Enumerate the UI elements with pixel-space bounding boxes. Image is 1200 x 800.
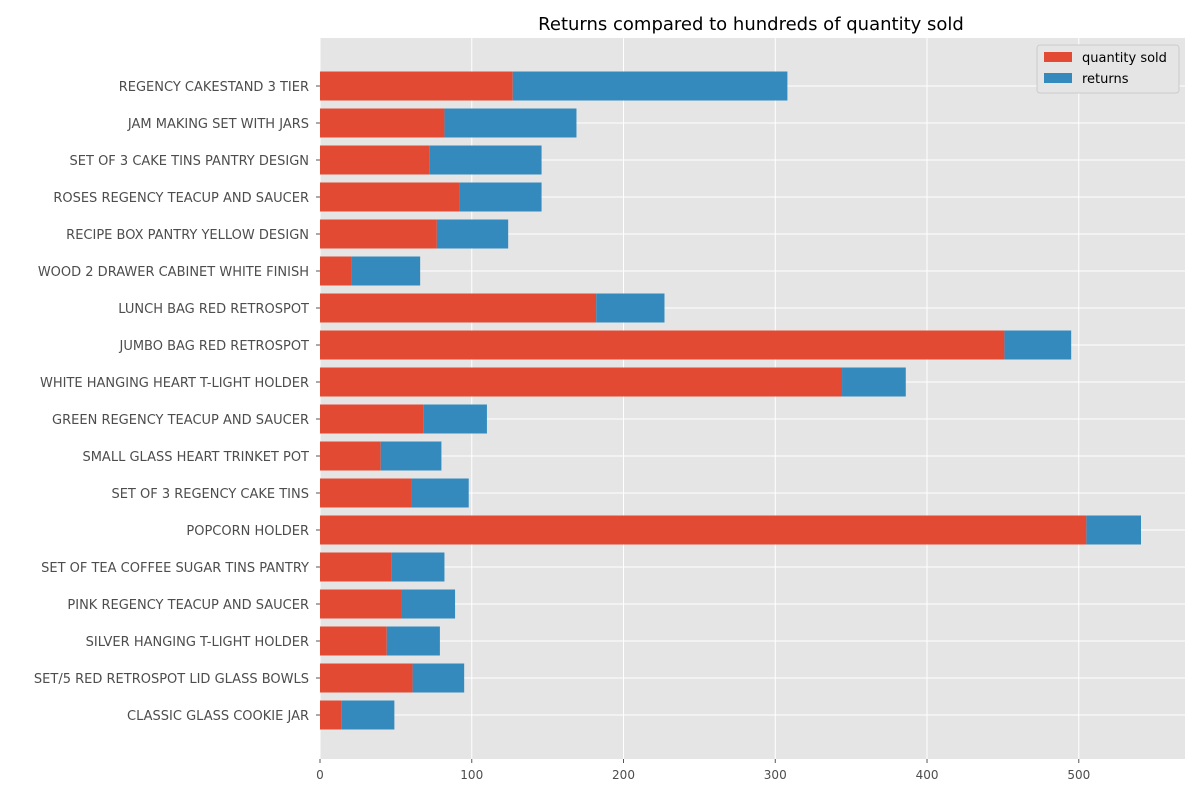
bar-returns [1004, 330, 1072, 360]
x-tick-label: 0 [316, 768, 324, 782]
y-tick-label: GREEN REGENCY TEACUP AND SAUCER [52, 413, 309, 428]
bar-quantity-sold [320, 330, 1005, 360]
bar-returns [596, 293, 665, 323]
bar-returns [401, 589, 456, 619]
y-tick-label: SET/5 RED RETROSPOT LID GLASS BOWLS [34, 672, 309, 687]
x-tick-label: 400 [916, 768, 939, 782]
bar-returns [429, 145, 542, 175]
bar-returns [1086, 515, 1141, 545]
bar-quantity-sold [320, 145, 430, 175]
y-tick-label: SMALL GLASS HEART TRINKET POT [82, 450, 309, 465]
bar-quantity-sold [320, 219, 437, 249]
bar-quantity-sold [320, 71, 513, 101]
bar-returns [380, 441, 442, 471]
bar-quantity-sold [320, 552, 392, 582]
bar-returns [412, 663, 465, 693]
bar-returns [386, 626, 440, 656]
bar-returns [444, 108, 577, 138]
bar-returns [436, 219, 509, 249]
bar-quantity-sold [320, 589, 402, 619]
x-tick-label: 500 [1067, 768, 1090, 782]
y-tick-label: POPCORN HOLDER [186, 524, 309, 539]
y-tick-label: JAM MAKING SET WITH JARS [127, 117, 309, 132]
bars [320, 71, 1141, 730]
y-tick-label: SILVER HANGING T-LIGHT HOLDER [86, 635, 309, 650]
x-tick-label: 200 [612, 768, 635, 782]
bar-quantity-sold [320, 256, 352, 286]
bar-returns [842, 367, 906, 397]
bar-quantity-sold [320, 478, 412, 508]
bar-quantity-sold [320, 700, 342, 730]
bar-quantity-sold [320, 404, 424, 434]
bar-quantity-sold [320, 293, 597, 323]
bar-returns [512, 71, 788, 101]
y-tick-label: RECIPE BOX PANTRY YELLOW DESIGN [66, 228, 309, 243]
legend-label: quantity sold [1082, 51, 1167, 66]
bar-returns [341, 700, 395, 730]
bar-quantity-sold [320, 515, 1087, 545]
x-tick-label: 100 [460, 768, 483, 782]
bar-quantity-sold [320, 626, 387, 656]
y-tick-label: LUNCH BAG RED RETROSPOT [118, 302, 309, 317]
bar-quantity-sold [320, 663, 413, 693]
y-tick-label: WHITE HANGING HEART T-LIGHT HOLDER [40, 376, 309, 391]
x-axis-tick-labels: 0 100 200 300 400 500 [316, 759, 1090, 782]
legend: quantity sold returns [1036, 44, 1180, 94]
y-tick-label: SET OF 3 REGENCY CAKE TINS [111, 487, 309, 502]
y-tick-label: JUMBO BAG RED RETROSPOT [118, 339, 309, 354]
y-tick-label: SET OF TEA COFFEE SUGAR TINS PANTRY [41, 561, 309, 576]
bar-returns [391, 552, 445, 582]
bar-returns [351, 256, 421, 286]
legend-box [1036, 44, 1180, 94]
chart-title: Returns compared to hundreds of quantity… [538, 14, 964, 35]
y-tick-label: CLASSIC GLASS COOKIE JAR [127, 709, 309, 724]
bar-quantity-sold [320, 182, 460, 212]
y-tick-label: PINK REGENCY TEACUP AND SAUCER [67, 598, 309, 613]
bar-returns [459, 182, 542, 212]
y-tick-label: REGENCY CAKESTAND 3 TIER [119, 80, 309, 95]
x-tick-label: 300 [764, 768, 787, 782]
bar-quantity-sold [320, 108, 445, 138]
bar-returns [423, 404, 487, 434]
y-axis-tick-labels: REGENCY CAKESTAND 3 TIER JAM MAKING SET W… [34, 80, 320, 724]
legend-swatch [1044, 73, 1072, 83]
legend-label: returns [1082, 72, 1129, 87]
bar-returns [411, 478, 469, 508]
legend-swatch [1044, 52, 1072, 62]
y-tick-label: SET OF 3 CAKE TINS PANTRY DESIGN [70, 154, 309, 169]
bar-quantity-sold [320, 367, 843, 397]
bar-quantity-sold [320, 441, 381, 471]
y-tick-label: ROSES REGENCY TEACUP AND SAUCER [53, 191, 309, 206]
y-tick-label: WOOD 2 DRAWER CABINET WHITE FINISH [38, 265, 309, 280]
